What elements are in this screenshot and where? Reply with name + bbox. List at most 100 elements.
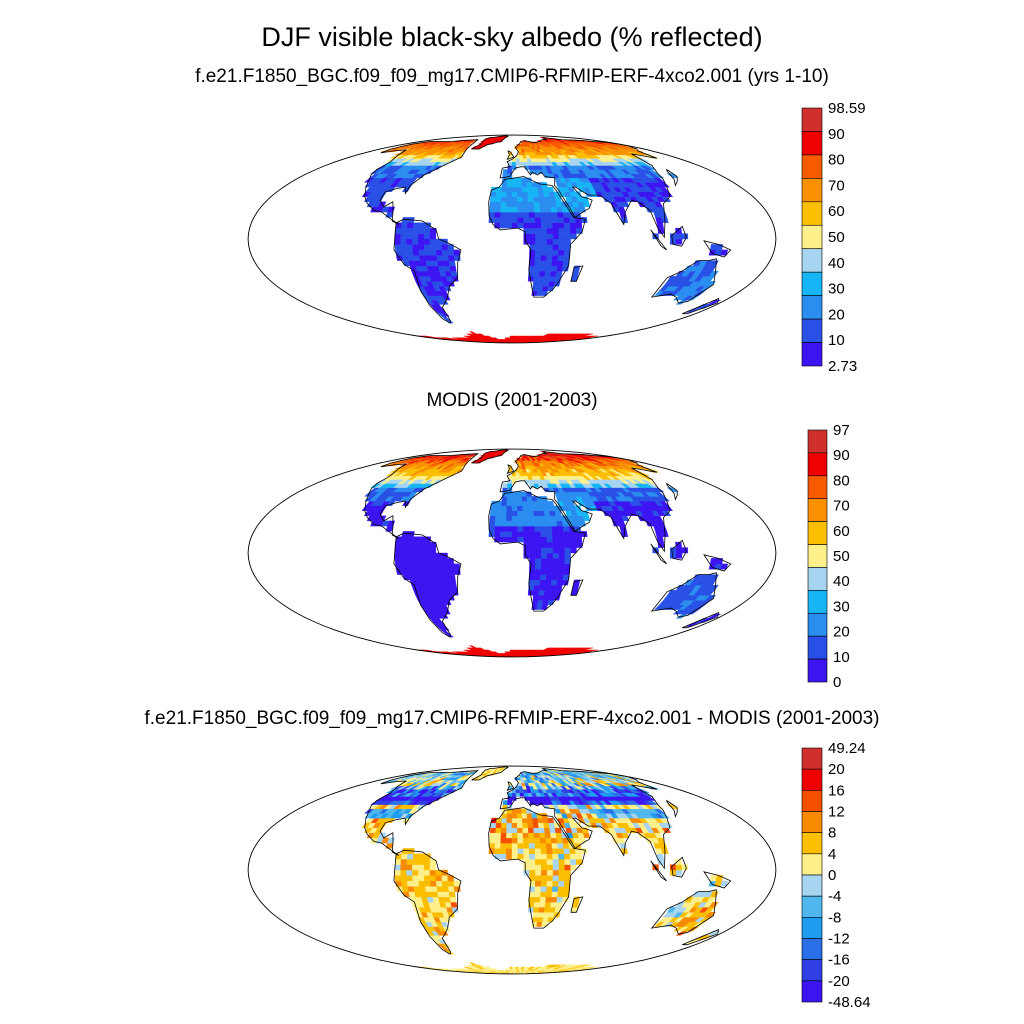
map-cell	[506, 515, 513, 522]
map-cell	[546, 222, 554, 229]
map-cell	[430, 880, 437, 887]
map-cell	[412, 864, 419, 871]
map-cell	[449, 896, 457, 903]
map-cell	[495, 201, 502, 208]
map-cell	[552, 233, 560, 240]
map-cell	[546, 552, 554, 559]
map-cell	[710, 244, 718, 251]
map-cell	[511, 500, 518, 506]
map-cell	[550, 201, 557, 208]
colorbar-box	[801, 107, 823, 132]
map-cell	[546, 853, 554, 860]
map-cell	[540, 536, 548, 543]
map-cell	[529, 222, 536, 229]
map-cell	[534, 222, 542, 229]
map-cell	[500, 848, 507, 854]
map-cell	[516, 496, 523, 502]
map-cell	[500, 837, 507, 844]
map-cell	[575, 222, 583, 229]
map-cell	[540, 569, 548, 575]
colorbar-label: 50	[828, 229, 845, 246]
map-cell	[546, 880, 554, 887]
map-cell	[517, 842, 524, 849]
map-cell	[528, 265, 535, 272]
map-cell	[412, 853, 420, 860]
map-cell	[400, 227, 408, 234]
map-cell	[522, 837, 530, 844]
map-cell	[544, 515, 552, 522]
map-cell	[400, 864, 407, 871]
map-cell	[385, 211, 394, 218]
map-cell	[526, 186, 534, 193]
map-cell	[528, 206, 535, 213]
map-cell	[443, 265, 451, 272]
map-cell	[570, 864, 577, 871]
map-cell	[424, 255, 432, 261]
map-cell	[500, 842, 507, 849]
map-cell	[509, 335, 513, 338]
map-cell	[529, 227, 536, 234]
map-cell	[494, 217, 501, 223]
map-cell	[511, 201, 518, 208]
map-cell	[523, 848, 530, 854]
coastline-australia	[650, 258, 717, 304]
map-cell	[522, 827, 529, 833]
map-cell	[444, 337, 458, 340]
map-cell	[533, 832, 541, 839]
map-cell	[437, 260, 445, 267]
colorbar-label: 40	[828, 255, 845, 272]
map-cell	[534, 260, 541, 267]
map-cell	[547, 500, 555, 506]
map-cell	[506, 505, 513, 511]
map-cell	[529, 864, 536, 871]
map-cell	[385, 842, 394, 849]
map-cell	[394, 864, 401, 871]
colorbar-box	[807, 590, 828, 614]
map-cell	[400, 233, 407, 240]
map-cell	[535, 541, 542, 548]
map-cell	[535, 238, 542, 245]
map-cells	[361, 449, 729, 657]
map-cell	[522, 515, 529, 522]
map-cell	[619, 525, 627, 532]
colorbar-label: 98.59	[828, 100, 866, 117]
map-cell	[523, 222, 530, 229]
map-cell	[447, 249, 455, 256]
colorbar-box	[801, 271, 823, 296]
panel-diff-title: f.e21.F1850_BGC.f09_f09_mg17.CMIP6-RFMIP…	[144, 708, 880, 729]
map-cell	[558, 869, 566, 876]
map-cell	[534, 837, 541, 844]
map-cell	[394, 238, 401, 245]
map-cell	[533, 590, 540, 596]
map-cell	[441, 249, 449, 256]
map-cell	[406, 536, 414, 543]
map-cell	[552, 558, 560, 565]
map-cell	[563, 848, 571, 854]
map-cell	[417, 552, 425, 559]
map-cell	[546, 249, 554, 256]
map-cell	[581, 333, 594, 337]
map-cell	[545, 520, 552, 527]
map-cell	[429, 875, 437, 882]
map-cell	[495, 832, 502, 839]
map-cell	[418, 880, 426, 887]
map-cell	[529, 238, 536, 245]
map-cell	[437, 891, 445, 898]
colorbar-box	[807, 567, 828, 591]
map-cell	[558, 541, 565, 548]
map-cell	[500, 196, 507, 203]
map-cell	[450, 584, 458, 591]
map-cell	[539, 832, 546, 839]
map-cell	[539, 579, 547, 586]
map-cell	[534, 563, 542, 570]
map-cell	[406, 880, 414, 887]
map-cell	[552, 875, 560, 882]
map-cell	[400, 853, 408, 860]
colorbar-box	[801, 224, 823, 250]
map-cell	[540, 563, 548, 570]
map-cell	[558, 249, 565, 256]
map-cell	[495, 505, 502, 511]
map-cell	[538, 590, 546, 596]
map-cell	[527, 191, 534, 197]
colorbar-box	[807, 521, 828, 545]
